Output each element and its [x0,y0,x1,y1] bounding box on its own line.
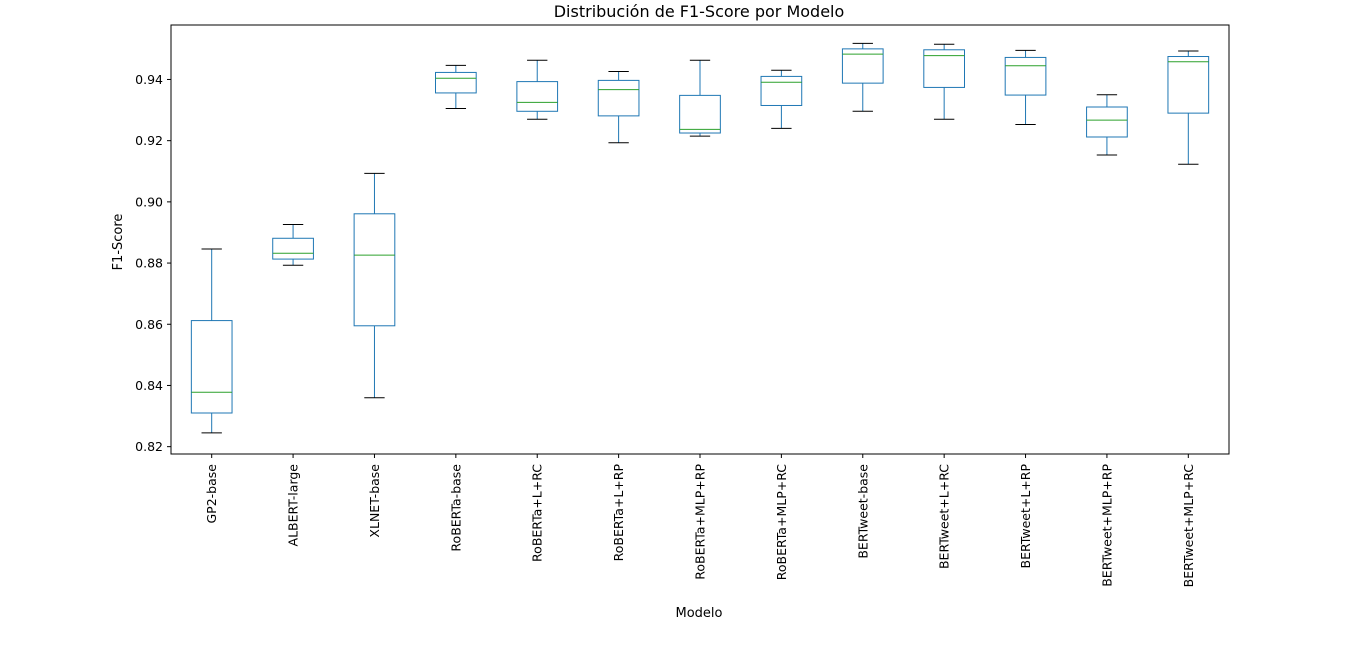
x-tick-label: RoBERTa+L+RP [611,464,626,562]
box [841,48,884,84]
box-group [353,172,396,399]
x-tick-label: GP2-base [204,464,219,524]
y-tick-label: 0.88 [135,256,163,271]
y-tick-label: 0.92 [135,133,163,148]
box-group [1086,94,1128,156]
box-group [272,224,314,266]
y-tick-label: 0.90 [135,194,163,209]
y-tick-label: 0.86 [135,317,163,332]
x-tick-label: BERTweet+MLP+RC [1181,464,1196,588]
box [435,71,477,94]
box-group [679,59,721,137]
x-axis-label: Modelo [676,606,723,621]
x-axis: GP2-base ALBERT-large XLNET-base RoBERTa-ba… [204,454,1196,587]
box [272,237,314,260]
x-tick-label: BERTweet+MLP+RP [1099,464,1114,587]
y-tick-label: 0.84 [135,378,163,393]
box [1004,56,1047,96]
box-group [841,42,884,112]
box [1167,56,1210,114]
box [923,49,965,88]
box-group [435,64,477,110]
box [190,320,233,414]
box-group [190,248,233,434]
y-tick-label: 0.82 [135,439,163,454]
x-tick-label: RoBERTa+MLP+RC [774,464,789,581]
box-group [516,59,559,120]
box-group [1004,49,1047,125]
y-axis-label: F1-Score [111,214,126,271]
x-tick-label: RoBERTa-base [448,464,463,552]
x-tick-label: BERTweet+L+RP [1018,464,1033,569]
box [597,79,640,117]
chart-title: Distribución de F1-Score por Modelo [554,2,845,21]
box [516,81,559,112]
box [353,213,396,327]
box-group [597,71,640,144]
x-tick-label: BERTweet-base [855,464,870,559]
x-tick-label: BERTweet+L+RC [937,464,952,569]
box-group [760,69,803,129]
x-tick-label: RoBERTa+MLP+RP [693,464,708,580]
box-group [1167,50,1210,165]
plot-area [190,42,1210,434]
box [1086,106,1128,138]
box [679,94,721,134]
box [760,75,803,106]
y-axis: 0.82 0.84 0.86 0.88 0.90 0.92 0.94 [135,72,171,454]
x-tick-label: ALBERT-large [286,464,301,547]
box-group [923,43,965,120]
x-tick-label: XLNET-base [367,464,382,538]
y-tick-label: 0.94 [135,72,163,87]
x-tick-label: RoBERTa+L+RC [530,464,545,562]
